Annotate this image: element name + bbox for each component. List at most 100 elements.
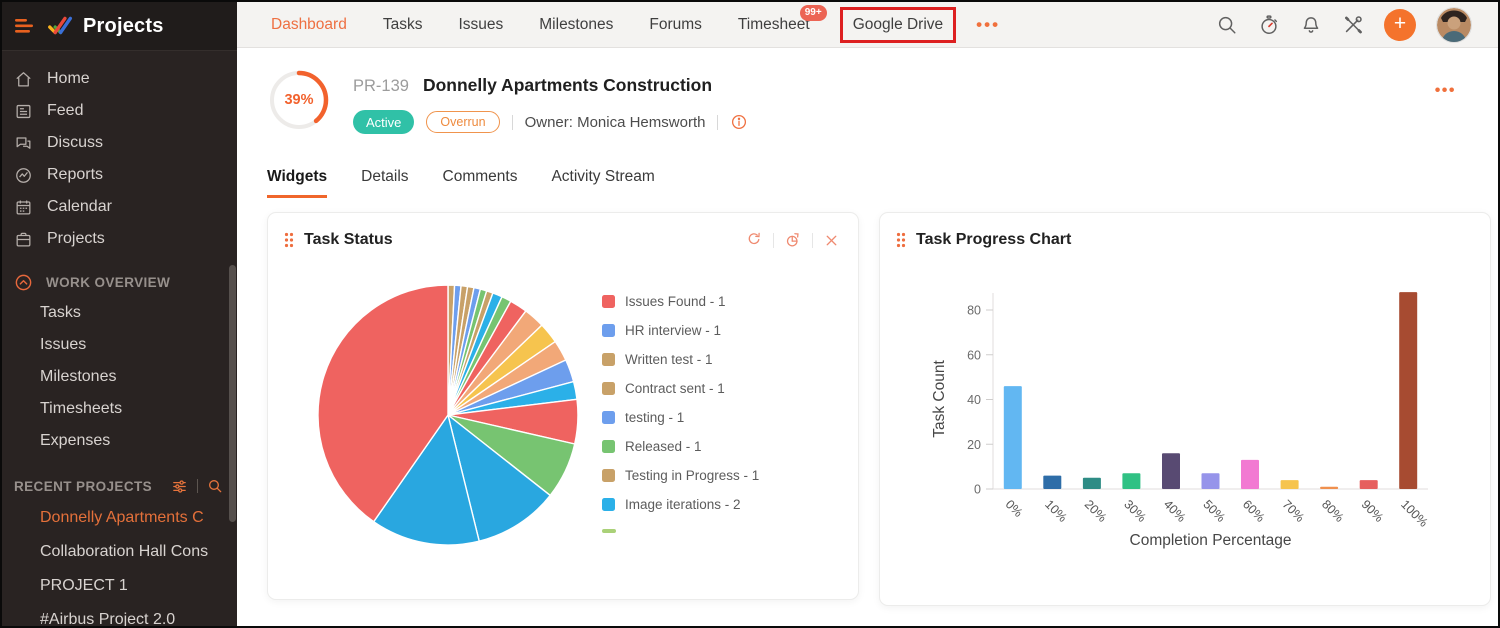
svg-text:50%: 50% xyxy=(1200,497,1228,525)
legend-label: HR interview - 1 xyxy=(625,323,722,338)
legend-item[interactable]: Released - 1 xyxy=(602,432,759,461)
legend-item[interactable]: Image iterations - 2 xyxy=(602,490,759,519)
svg-text:30%: 30% xyxy=(1121,497,1149,525)
project-header: 39% PR-139 Donnelly Apartments Construct… xyxy=(267,68,748,134)
hamburger-menu-icon[interactable] xyxy=(14,17,36,35)
sidebar-item-issues[interactable]: Issues xyxy=(2,329,237,361)
project-search-icon[interactable] xyxy=(207,478,223,494)
sidebar-item-reports[interactable]: Reports xyxy=(2,159,237,191)
pie-slice[interactable] xyxy=(446,413,552,543)
nav-more-icon[interactable]: ••• xyxy=(976,14,1001,34)
nav-tab-dashboard[interactable]: Dashboard xyxy=(271,15,347,33)
search-icon[interactable] xyxy=(1216,14,1238,36)
refresh-icon[interactable] xyxy=(745,231,763,249)
nav-tab-timesheet[interactable]: Timesheet 99+ xyxy=(738,4,827,34)
bell-icon[interactable] xyxy=(1300,14,1322,36)
nav-tab-issues[interactable]: Issues xyxy=(458,15,504,33)
sidebar-scrollbar[interactable] xyxy=(229,265,236,522)
legend-item[interactable]: testing - 1 xyxy=(602,403,759,432)
drag-handle-icon[interactable] xyxy=(284,232,294,248)
bar[interactable] xyxy=(1399,292,1418,489)
legend-item[interactable]: Written test - 1 xyxy=(602,345,759,374)
nav-tab-milestones[interactable]: Milestones xyxy=(539,15,614,33)
tab-widgets[interactable]: Widgets xyxy=(267,168,328,198)
tab-comments[interactable]: Comments xyxy=(442,168,518,185)
legend-label: Contract sent - 1 xyxy=(625,381,725,396)
legend-item[interactable]: Contract sent - 1 xyxy=(602,374,759,403)
drag-handle-icon[interactable] xyxy=(896,232,906,248)
sidebar-section-recent-projects: RECENT PROJECTS xyxy=(2,471,237,501)
sidebar-item-milestones[interactable]: Milestones xyxy=(2,361,237,393)
avatar[interactable] xyxy=(1436,6,1472,43)
sidebar-item-projects[interactable]: Projects xyxy=(2,223,237,255)
svg-text:20%: 20% xyxy=(1082,497,1110,525)
pie-slice[interactable] xyxy=(372,413,481,546)
legend-swatch xyxy=(602,353,615,366)
tab-activity-stream[interactable]: Activity Stream xyxy=(551,168,655,185)
timer-icon[interactable] xyxy=(1258,14,1280,36)
project-code: PR-139 xyxy=(353,77,409,95)
bar[interactable] xyxy=(1359,480,1378,489)
project-title: Donnelly Apartments Construction xyxy=(422,75,713,95)
sidebar-section-work-overview[interactable]: WORK OVERVIEW xyxy=(2,267,237,297)
bar[interactable] xyxy=(1280,480,1299,489)
projects-icon xyxy=(14,230,33,249)
task-status-legend: Issues Found - 1 HR interview - 1 Written … xyxy=(602,287,759,533)
svg-text:100%: 100% xyxy=(1398,497,1431,530)
top-navigation-bar: Dashboard Tasks Issues Milestones Forums… xyxy=(237,2,1498,48)
bar[interactable] xyxy=(1320,486,1339,489)
sidebar-item-expenses[interactable]: Expenses xyxy=(2,425,237,457)
task-status-pie xyxy=(317,284,579,546)
sidebar-item-label: Expenses xyxy=(40,432,111,449)
home-icon xyxy=(14,70,33,89)
legend-swatch xyxy=(602,382,615,395)
sidebar-item-calendar[interactable]: Calendar xyxy=(2,191,237,223)
recent-project-collaboration-hall[interactable]: Collaboration Hall Cons xyxy=(2,535,237,569)
bar[interactable] xyxy=(1241,459,1259,489)
sidebar-item-label: Milestones xyxy=(40,368,117,385)
recent-project-project-1[interactable]: PROJECT 1 xyxy=(2,569,237,603)
svg-text:0: 0 xyxy=(974,483,981,497)
bar[interactable] xyxy=(1122,473,1141,489)
project-actions-icon[interactable]: ••• xyxy=(1434,82,1456,99)
nav-tab-tasks[interactable]: Tasks xyxy=(382,15,423,33)
nav-tab-google-drive[interactable]: Google Drive xyxy=(839,6,957,43)
legend-swatch xyxy=(602,295,615,308)
close-icon[interactable] xyxy=(823,232,840,249)
add-icon[interactable]: + xyxy=(1384,8,1416,41)
nav-tab-forums[interactable]: Forums xyxy=(649,15,702,33)
sidebar-item-home[interactable]: Home xyxy=(2,63,237,95)
legend-item[interactable]: HR interview - 1 xyxy=(602,316,759,345)
chart-type-icon[interactable] xyxy=(784,231,802,249)
divider xyxy=(197,479,198,493)
svg-text:10%: 10% xyxy=(1042,497,1070,525)
legend-item[interactable]: Issues Found - 1 xyxy=(602,287,759,316)
sidebar-item-tasks[interactable]: Tasks xyxy=(2,297,237,329)
recent-project-donnelly[interactable]: Donnelly Apartments C xyxy=(2,501,237,535)
recent-project-label: #Airbus Project 2.0 xyxy=(40,611,176,626)
legend-swatch xyxy=(602,498,615,511)
sidebar-item-discuss[interactable]: Discuss xyxy=(2,127,237,159)
bar[interactable] xyxy=(1003,386,1022,489)
pie-slice[interactable] xyxy=(317,284,449,523)
bar[interactable] xyxy=(1201,473,1220,489)
card-title: Task Status xyxy=(304,231,393,248)
legend-swatch xyxy=(602,440,615,453)
filter-sliders-icon[interactable] xyxy=(171,478,188,495)
sidebar-item-timesheets[interactable]: Timesheets xyxy=(2,393,237,425)
bar[interactable] xyxy=(1162,453,1180,489)
bar[interactable] xyxy=(1082,477,1101,489)
sidebar-item-feed[interactable]: Feed xyxy=(2,95,237,127)
sidebar-menu: Home Feed Discuss xyxy=(2,51,237,255)
svg-text:0%: 0% xyxy=(1003,497,1026,520)
legend-item[interactable]: Testing in Progress - 1 xyxy=(602,461,759,490)
tab-details[interactable]: Details xyxy=(361,168,409,185)
recent-project-airbus[interactable]: #Airbus Project 2.0 xyxy=(2,603,237,626)
main-content: 39% PR-139 Donnelly Apartments Construct… xyxy=(237,48,1498,626)
svg-text:20: 20 xyxy=(967,438,981,452)
sidebar-item-label: Timesheets xyxy=(40,400,123,417)
tools-icon[interactable] xyxy=(1342,14,1364,36)
app-title: Projects xyxy=(83,14,164,37)
info-icon[interactable] xyxy=(730,113,748,131)
bar[interactable] xyxy=(1043,475,1062,489)
